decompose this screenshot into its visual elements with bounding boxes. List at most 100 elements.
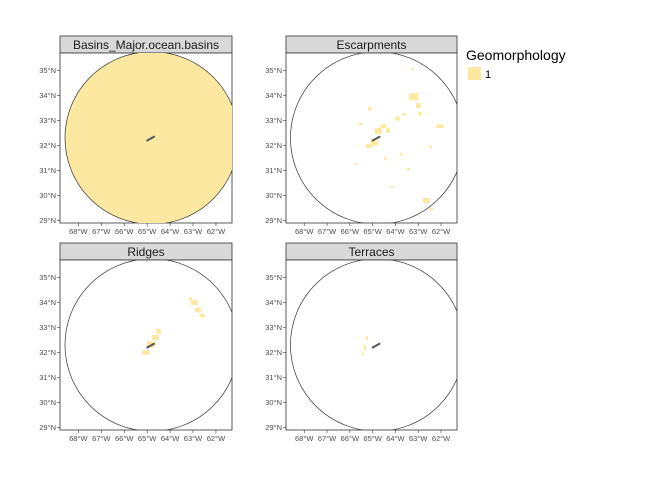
facet-panels: Basins_Major.ocean.basins 29°N 30°N 31°N 32°… [39, 35, 458, 443]
geomorphology-patch [361, 352, 364, 355]
facet-strip-title: Ridges [127, 245, 164, 259]
y-tick-label: 31°N [39, 166, 56, 175]
x-tick-label: 64°W [161, 227, 180, 236]
facet-panel-0: Basins_Major.ocean.basins 29°N 30°N 31°N 32°… [39, 35, 233, 236]
y-tick-label: 31°N [265, 373, 282, 382]
geomorphology-patch [195, 307, 202, 313]
facet-panel-3: Terraces 29°N 30°N 31°N 32°N 33°N 34°N 35°N 68°W… [265, 242, 458, 443]
x-tick-label: 67°W [92, 434, 111, 443]
y-tick-label: 35°N [39, 66, 56, 75]
y-tick-label: 29°N [39, 216, 56, 225]
geomorphology-patch [406, 168, 411, 171]
geomorphology-patch [188, 297, 192, 300]
geomorphology-patch [363, 345, 366, 350]
facet-strip-title: Escarpments [336, 38, 406, 52]
x-tick-label: 68°W [69, 434, 88, 443]
y-tick-label: 33°N [39, 323, 56, 332]
y-tick-label: 34°N [265, 91, 282, 100]
facet-panel-border [285, 52, 458, 224]
x-tick-label: 68°W [69, 227, 88, 236]
y-tick-label: 35°N [39, 273, 56, 282]
x-tick-label: 65°W [138, 227, 157, 236]
geomorphology-patch [151, 335, 159, 340]
bermuda-island [371, 342, 381, 349]
geomorphology-patch [436, 124, 444, 128]
geomorphology-patch [390, 185, 394, 188]
y-tick-label: 30°N [39, 398, 56, 407]
x-tick-label: 67°W [92, 227, 111, 236]
geomorphology-patch [418, 111, 422, 116]
geomorphology-patch [365, 336, 369, 340]
x-tick-label: 64°W [386, 227, 405, 236]
x-tick-label: 65°W [138, 434, 157, 443]
x-tick-label: 62°W [207, 227, 226, 236]
y-tick-label: 29°N [265, 423, 282, 432]
geomorphology-patch [429, 145, 432, 148]
geomorphology-patch [415, 103, 421, 108]
facet-panel-border [285, 259, 458, 431]
legend: Geomorphology 1 [466, 47, 566, 81]
x-tick-label: 62°W [432, 227, 451, 236]
y-tick-label: 33°N [265, 116, 282, 125]
facet-panel-1: Escarpments 29°N 30°N 31°N 32°N 33°N 34°N 35°N 6… [265, 35, 458, 236]
geomorphology-patch [156, 328, 161, 334]
x-tick-label: 67°W [318, 227, 337, 236]
geomorphology-patch [400, 153, 403, 156]
y-tick-label: 32°N [39, 348, 56, 357]
x-tick-label: 64°W [386, 434, 405, 443]
geomorphology-patch [358, 123, 363, 126]
y-tick-label: 32°N [265, 141, 282, 150]
geomorphology-patch [354, 163, 357, 166]
geomorphology-patch [409, 93, 419, 101]
y-tick-label: 33°N [39, 116, 56, 125]
boundary-circle [64, 53, 232, 223]
boundary-circle [64, 260, 232, 430]
y-tick-label: 35°N [265, 66, 282, 75]
facet-strip-title: Basins_Major.ocean.basins [73, 38, 219, 52]
x-tick-label: 68°W [295, 227, 314, 236]
geomorphology-patch [380, 124, 387, 128]
x-tick-label: 66°W [115, 434, 134, 443]
geomorphology-patch [422, 198, 430, 203]
y-tick-label: 34°N [39, 298, 56, 307]
x-tick-label: 68°W [295, 434, 314, 443]
geomorphology-patch [368, 106, 372, 111]
x-tick-label: 66°W [341, 227, 360, 236]
geomorphology-patch [384, 156, 387, 161]
geomorphology-patch [199, 313, 205, 318]
y-tick-label: 32°N [39, 141, 56, 150]
x-tick-label: 63°W [184, 227, 203, 236]
y-tick-label: 30°N [265, 398, 282, 407]
legend-label-1: 1 [485, 69, 491, 81]
x-tick-label: 63°W [409, 227, 428, 236]
facet-panel-2: Ridges 29°N 30°N 31°N 32°N 33°N 34°N 35°N 68°W 67… [39, 242, 233, 443]
x-tick-label: 66°W [341, 434, 360, 443]
legend-title: Geomorphology [466, 47, 566, 63]
geomorphology-patch [395, 116, 400, 121]
geomorphology-patch [429, 208, 434, 211]
geomorphology-patch [411, 68, 414, 71]
y-tick-label: 31°N [39, 373, 56, 382]
boundary-circle [290, 53, 457, 223]
x-tick-label: 63°W [409, 434, 428, 443]
geomorphology-patch [374, 128, 382, 135]
bermuda-island [146, 135, 156, 142]
y-tick-label: 30°N [39, 191, 56, 200]
geomorphology-patch [365, 144, 373, 148]
y-tick-label: 33°N [265, 323, 282, 332]
y-tick-label: 31°N [265, 166, 282, 175]
x-tick-label: 63°W [184, 434, 203, 443]
x-tick-label: 64°W [161, 434, 180, 443]
legend-key-1 [468, 67, 481, 80]
bermuda-island [371, 135, 381, 142]
y-tick-label: 29°N [39, 423, 56, 432]
geomorphology-patch [190, 300, 198, 305]
x-tick-label: 67°W [318, 434, 337, 443]
facet-panel-border [59, 259, 233, 431]
geomorphology-patch [386, 128, 390, 133]
x-tick-label: 66°W [115, 227, 134, 236]
geomorphology-patch [142, 350, 150, 355]
x-tick-label: 62°W [432, 434, 451, 443]
y-tick-label: 34°N [265, 298, 282, 307]
